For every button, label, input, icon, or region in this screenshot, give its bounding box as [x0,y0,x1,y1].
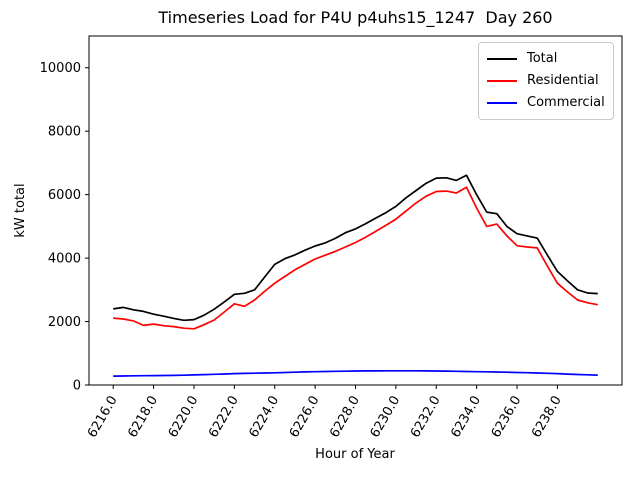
x-tick-label: 6234.0 [448,394,484,441]
legend: Total Residential Commercial [478,42,614,120]
plot-frame [88,35,623,386]
chart-title: Timeseries Load for P4U p4uhs15_1247 Day… [158,8,553,27]
series-line-total [113,174,598,322]
legend-item-commercial: Commercial [487,92,605,114]
x-tick-label: 6220.0 [166,394,202,441]
legend-label-total: Total [527,51,558,66]
series-line-residential [113,186,598,330]
total-line-swatch [487,58,517,60]
y-axis-label: kW total [13,183,28,238]
y-tick-label: 10000 [40,61,81,76]
x-axis-label: Hour of Year [315,447,395,462]
x-tick-label: 6218.0 [125,394,161,441]
x-tick-label: 6216.0 [85,394,121,441]
y-tick-label: 0 [73,379,81,394]
x-tick-label: 6224.0 [246,394,282,441]
y-tick-label: 8000 [48,125,81,140]
y-tick-label: 2000 [48,315,81,330]
commercial-line-swatch [487,102,517,104]
x-tick-label: 6222.0 [206,394,242,441]
legend-item-total: Total [487,48,605,70]
x-tick-label: 6238.0 [529,394,565,441]
legend-label-residential: Residential [527,73,599,88]
y-tick-label: 6000 [48,188,81,203]
x-tick-label: 6236.0 [489,394,525,441]
x-tick-label: 6232.0 [408,394,444,441]
residential-line-swatch [487,80,517,82]
x-tick-label: 6228.0 [327,394,363,441]
x-tick-label: 6226.0 [287,394,323,441]
series-line-commercial [113,369,598,377]
y-tick-label: 4000 [48,252,81,267]
legend-item-residential: Residential [487,70,605,92]
x-tick-label: 6230.0 [368,394,404,441]
legend-label-commercial: Commercial [527,95,605,110]
